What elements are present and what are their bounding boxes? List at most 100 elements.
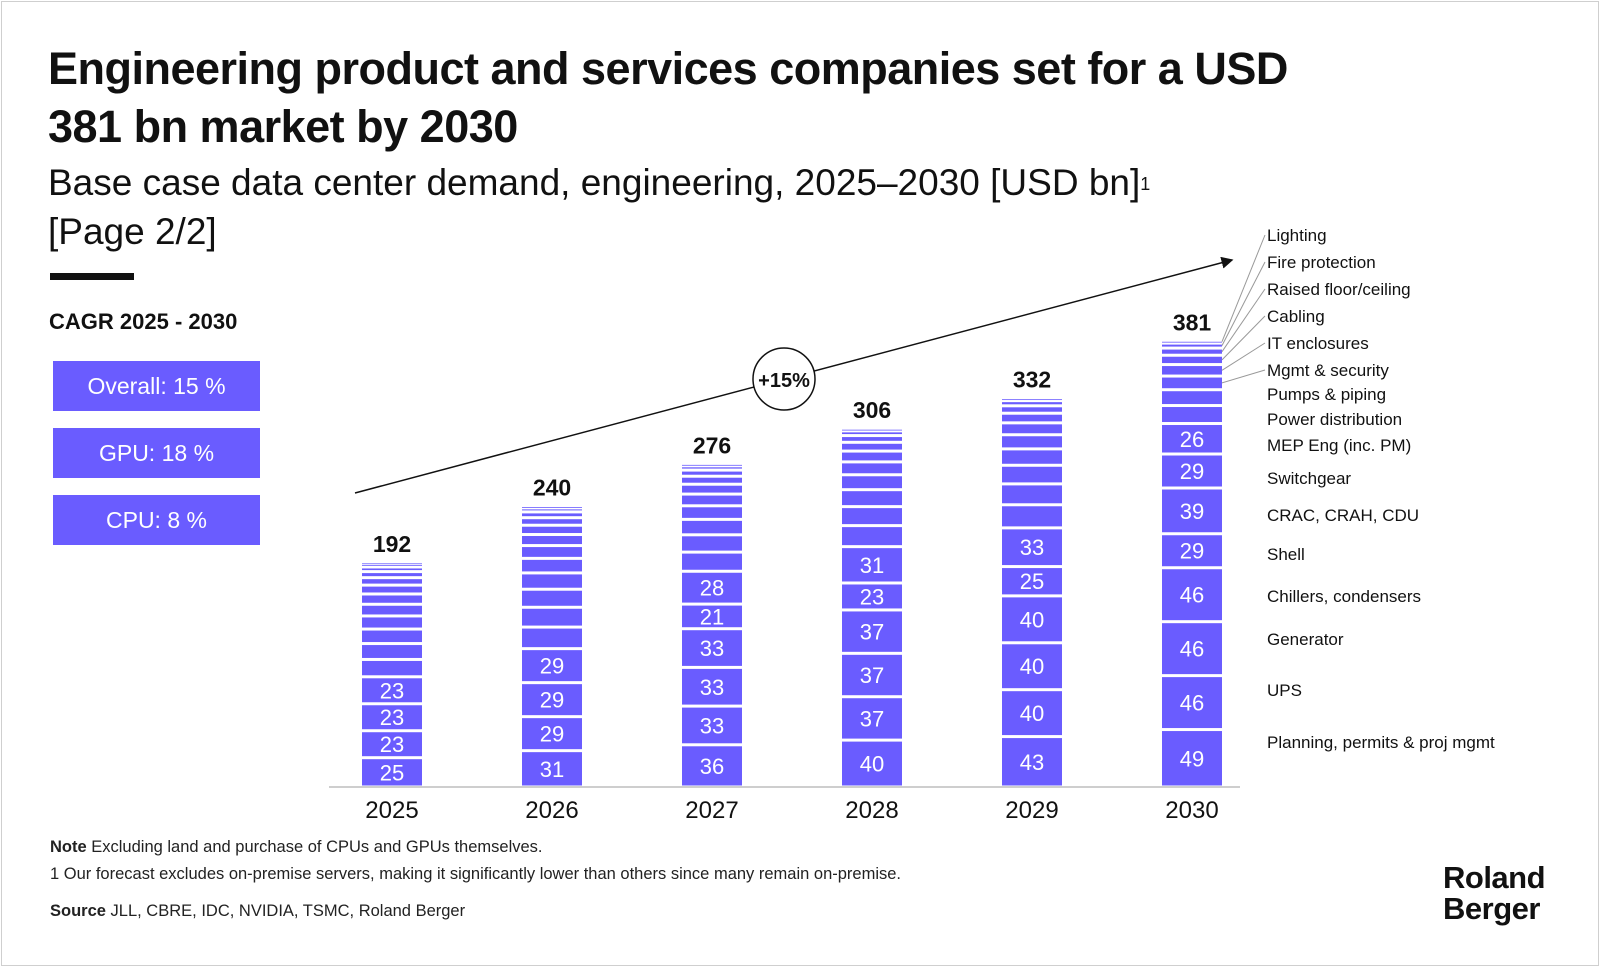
bar-segment-2025-fire-protection	[362, 565, 422, 567]
bar-segment-2029-power-distribution	[1002, 466, 1062, 483]
bar-segment-2026-cabling	[522, 519, 582, 524]
segment-label-2028: 23	[860, 584, 884, 609]
bar-segment-2029-it-enclosures	[1002, 424, 1062, 434]
bar-segment-2026-shell	[522, 628, 582, 648]
bar-segment-2029-pumps-piping	[1002, 450, 1062, 464]
bar-segment-2025-crac-crah-cdu	[362, 645, 422, 658]
bar-segment-2027-planning-permits-proj-mgmt	[682, 746, 742, 786]
bar-segment-2028-fire-protection	[842, 432, 902, 435]
bar-segment-2027-pumps-piping	[682, 507, 742, 518]
cagr-gpu-box: GPU: 18 %	[53, 428, 260, 478]
segment-label-2028: 40	[860, 752, 884, 777]
bar-segment-2029-switchgear	[1002, 506, 1062, 527]
segment-label-2028: 37	[860, 706, 884, 731]
segment-label-2030: 46	[1180, 583, 1204, 608]
note-label: Note	[50, 838, 87, 856]
segment-label-2029: 40	[1020, 607, 1044, 632]
bar-segment-2025-mep-eng-inc-pm	[362, 617, 422, 628]
legend-label-fire-protection: Fire protection	[1267, 253, 1376, 272]
bar-segment-2028-switchgear	[842, 527, 902, 546]
bar-segment-2027-generator	[682, 668, 742, 705]
bar-segment-2025-shell	[362, 660, 422, 676]
legend-label-shell: Shell	[1267, 545, 1305, 564]
legend-label-pumps-piping: Pumps & piping	[1267, 385, 1386, 404]
bar-segment-2030-power-distribution	[1162, 407, 1222, 423]
segment-label-2029: 43	[1020, 750, 1044, 775]
segment-label-2026: 29	[540, 688, 564, 713]
segment-label-2027: 28	[700, 576, 724, 601]
bar-segment-2029-planning-permits-proj-mgmt	[1002, 738, 1062, 786]
segment-label-2030: 46	[1180, 691, 1204, 716]
bar-segment-2028-mgmt-security	[842, 463, 902, 474]
source-label: Source	[50, 902, 106, 920]
segment-label-2025: 23	[380, 732, 404, 757]
bar-segment-2027-lighting	[682, 464, 742, 466]
legend-label-raised-floor-ceiling: Raised floor/ceiling	[1267, 280, 1411, 299]
bar-segment-2030-planning-permits-proj-mgmt	[1162, 731, 1222, 786]
segment-label-2025: 23	[380, 705, 404, 730]
legend-leader-lighting	[1221, 234, 1266, 342]
bar-segment-2030-crac-crah-cdu	[1162, 489, 1222, 533]
bar-segment-2030-shell	[1162, 535, 1222, 567]
segment-label-2028: 37	[860, 663, 884, 688]
bar-segment-2026-ups	[522, 718, 582, 750]
bar-segment-2030-cabling	[1162, 356, 1222, 364]
bar-segment-2026-power-distribution	[522, 559, 582, 572]
total-label-2025: 192	[373, 531, 411, 557]
legend-leader-raised-floor-ceiling	[1221, 288, 1266, 352]
title-rule	[50, 273, 134, 280]
bar-segment-2027-it-enclosures	[682, 485, 742, 493]
segment-label-2027: 33	[700, 636, 724, 661]
legend-label-crac-crah-cdu: CRAC, CRAH, CDU	[1267, 506, 1419, 525]
segment-label-2026: 29	[540, 722, 564, 747]
segment-label-2029: 25	[1020, 569, 1044, 594]
logo-line-2: Berger	[1443, 891, 1540, 926]
bar-segment-2030-it-enclosures	[1162, 366, 1222, 375]
bar-segment-2027-shell	[682, 605, 742, 628]
bar-segment-2025-switchgear	[362, 630, 422, 643]
bar-segment-2030-generator	[1162, 623, 1222, 675]
roland-berger-logo: Roland Berger	[1443, 860, 1546, 926]
bar-segment-2025-pumps-piping	[362, 595, 422, 603]
legend-label-planning-permits-proj-mgmt: Planning, permits & proj mgmt	[1267, 733, 1495, 752]
bar-segment-2030-pumps-piping	[1162, 391, 1222, 405]
bar-segment-2027-mgmt-security	[682, 495, 742, 505]
source-text: JLL, CBRE, IDC, NVIDIA, TSMC, Roland Ber…	[110, 902, 466, 920]
x-tick-label-2026: 2026	[525, 797, 578, 824]
bar-segment-2025-power-distribution	[362, 605, 422, 615]
bar-segment-2028-generator	[842, 654, 902, 696]
legend-label-mgmt-security: Mgmt & security	[1267, 361, 1389, 380]
bar-segment-2026-raised-floor-ceiling	[522, 513, 582, 517]
segment-label-2030: 46	[1180, 637, 1204, 662]
bar-segment-2026-planning-permits-proj-mgmt	[522, 752, 582, 786]
bar-segment-2028-cabling	[842, 443, 902, 450]
x-tick-label-2029: 2029	[1005, 797, 1058, 824]
bar-segment-2027-raised-floor-ceiling	[682, 471, 742, 475]
legend-label-ups: UPS	[1267, 681, 1302, 700]
segment-label-2025: 25	[380, 760, 404, 785]
bar-segment-2029-crac-crah-cdu	[1002, 529, 1062, 566]
bar-segment-2029-lighting	[1002, 399, 1062, 401]
legend-label-generator: Generator	[1267, 630, 1344, 649]
bar-segment-2025-it-enclosures	[362, 579, 422, 584]
legend-label-switchgear: Switchgear	[1267, 469, 1351, 488]
bar-segment-2028-shell	[842, 584, 902, 609]
bar-segment-2025-mgmt-security	[362, 586, 422, 593]
x-tick-label-2030: 2030	[1165, 797, 1218, 824]
logo-line-1: Roland	[1443, 860, 1546, 895]
segment-label-2026: 29	[540, 654, 564, 679]
bar-segment-2029-shell	[1002, 568, 1062, 595]
bar-segment-2030-fire-protection	[1162, 344, 1222, 347]
bar-segment-2029-raised-floor-ceiling	[1002, 407, 1062, 412]
bar-segment-2030-ups	[1162, 677, 1222, 729]
bar-segment-2029-ups	[1002, 691, 1062, 736]
x-tick-label-2027: 2027	[685, 797, 738, 824]
bar-segment-2026-it-enclosures	[522, 526, 582, 534]
legend-label-it-enclosures: IT enclosures	[1267, 334, 1369, 353]
bar-segment-2025-cabling	[362, 573, 422, 577]
subtitle-text: Base case data center demand, engineerin…	[48, 162, 1141, 203]
bar-segment-2028-ups	[842, 698, 902, 739]
footnote-line: 1 Our forecast excludes on-premise serve…	[50, 865, 902, 883]
growth-badge-label: +15%	[758, 370, 810, 392]
